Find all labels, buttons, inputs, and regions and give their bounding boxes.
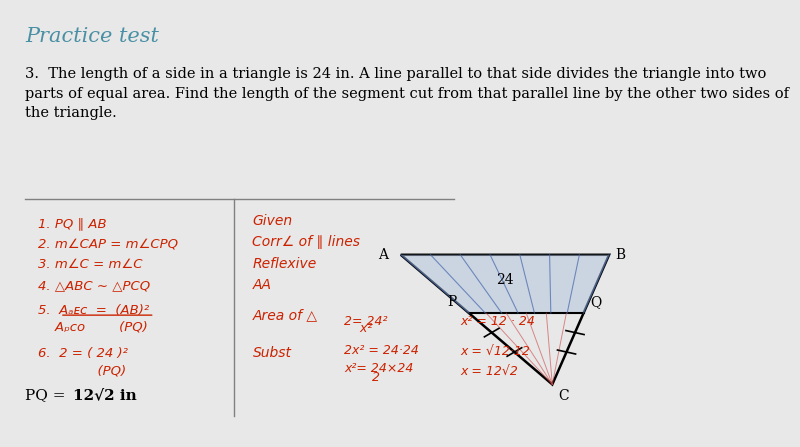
Text: Subst: Subst: [253, 346, 291, 360]
Text: Area of △: Area of △: [253, 308, 318, 322]
Text: Aₚᴄᴏ        (PQ): Aₚᴄᴏ (PQ): [38, 320, 148, 334]
Text: 3. m∠C = m∠C: 3. m∠C = m∠C: [38, 258, 142, 271]
Text: x = √12·12: x = √12·12: [461, 344, 530, 358]
Text: 2: 2: [344, 371, 380, 384]
Text: Reflexive: Reflexive: [253, 257, 317, 271]
Text: B: B: [615, 248, 626, 262]
Text: (PQ): (PQ): [38, 364, 126, 378]
Text: 12√2 in: 12√2 in: [73, 388, 136, 403]
Text: 3.  The length of a side in a triangle is 24 in. A line parallel to that side di: 3. The length of a side in a triangle is…: [26, 67, 790, 120]
Text: A: A: [378, 248, 388, 262]
Polygon shape: [401, 255, 609, 313]
Text: x = 12√2: x = 12√2: [461, 364, 518, 378]
Text: Practice test: Practice test: [26, 27, 159, 46]
Text: AA: AA: [253, 278, 271, 292]
Text: P: P: [447, 295, 456, 308]
Text: 5.  Αₐᴇᴄ  =  (AB)²: 5. Αₐᴇᴄ = (AB)²: [38, 304, 149, 317]
Text: 2x² = 24·24: 2x² = 24·24: [344, 344, 419, 358]
Text: Corr∠ of ∥ lines: Corr∠ of ∥ lines: [253, 235, 361, 249]
Text: x² = 12 · 24: x² = 12 · 24: [461, 315, 536, 329]
Text: Given: Given: [253, 214, 293, 228]
Text: 4. △ABC ∼ △PCQ: 4. △ABC ∼ △PCQ: [38, 279, 150, 293]
Text: 2= 24²: 2= 24²: [344, 315, 387, 329]
Text: x²= 24×24: x²= 24×24: [344, 362, 414, 375]
Text: 2. m∠CAP = m∠CPQ: 2. m∠CAP = m∠CPQ: [38, 237, 178, 250]
Text: 6.  2 = ( 24 )²: 6. 2 = ( 24 )²: [38, 346, 128, 360]
Text: C: C: [558, 389, 570, 403]
Text: Q: Q: [590, 295, 601, 308]
Text: 24: 24: [496, 273, 514, 287]
Text: 1. PQ ∥ AB: 1. PQ ∥ AB: [38, 217, 106, 230]
Text: x²: x²: [344, 322, 372, 335]
Text: PQ =: PQ =: [26, 388, 70, 403]
